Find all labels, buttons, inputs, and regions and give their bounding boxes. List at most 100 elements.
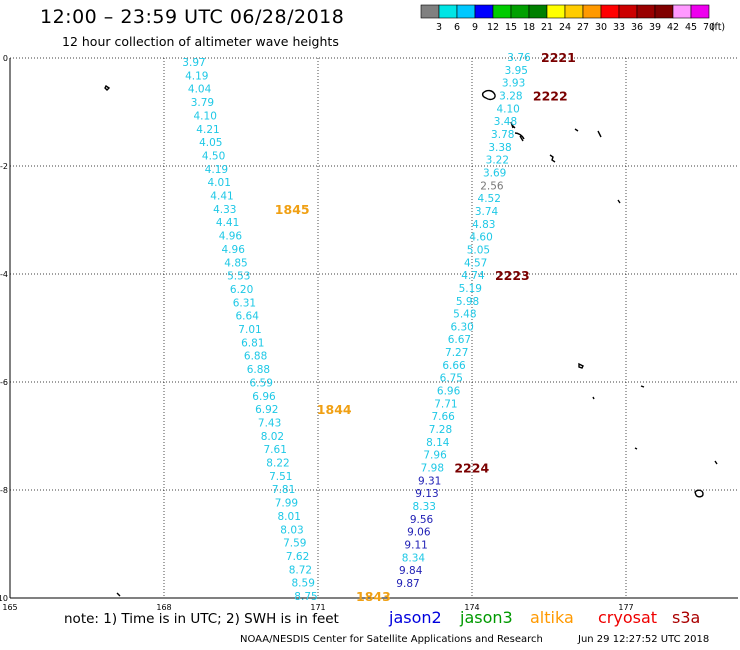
swh-observation: 7.96 [423,450,447,462]
swh-observation: 5.98 [456,296,479,308]
footer-credit: NOAA/NESDIS Center for Satellite Applica… [240,634,543,645]
legend-tick-label: 12 [487,22,499,33]
swh-observation: 8.03 [280,524,303,536]
pass-time-label: 2223 [495,268,530,283]
island-outline [549,154,556,163]
lat-label: -8 [0,486,8,495]
altimeter-tracks: 3.974.194.043.794.104.214.054.504.194.01… [182,50,575,604]
pass-time-label: 2224 [454,461,489,476]
page-title: 12:00 – 23:59 UTC 06/28/2018 [40,6,345,28]
swh-observation: 4.57 [464,257,487,269]
swh-observation: 8.33 [413,501,436,513]
swh-observation: 7.99 [275,498,298,510]
legend-tick-label: 33 [613,22,625,33]
legend-satellite-cryosat: cryosat [598,608,658,627]
swh-observation: 6.67 [448,334,471,346]
swh-observation: 6.88 [244,351,267,363]
pass-time-label: 2221 [541,50,576,65]
legend-tick-label: 42 [667,22,679,33]
swh-observation: 3.93 [502,78,525,90]
swh-observation: 4.74 [461,270,485,282]
island-outline [617,199,621,204]
swh-observation: 3.76 [507,52,531,64]
island-outline [104,84,111,91]
swh-observation: 6.20 [230,284,253,296]
pass-time-label: 1844 [317,402,352,417]
swh-observation: 4.41 [216,217,239,229]
color-legend: 3 6 9 12 15 18 21 24 27 30 33 36 39 42 45 70(ft) [420,4,725,33]
swh-observation: 9.87 [396,578,419,590]
island-outline [481,89,496,101]
lon-label: 165 [2,603,17,612]
swh-observation: 8.75 [294,591,317,603]
legend-satellite-s3a: s3a [672,608,701,627]
swh-observation: 4.04 [188,84,212,96]
swh-observation: 6.96 [252,391,276,403]
swh-observation: 9.11 [404,540,427,552]
swh-observation: 6.81 [241,337,264,349]
legend-tick-label: 18 [523,22,535,33]
swh-observation: 9.31 [418,475,441,487]
lon-label: 174 [464,603,479,612]
island-outline [578,362,584,369]
island-outline [714,460,718,465]
swh-observation: 8.34 [402,552,426,564]
island-outline [634,447,638,450]
swh-observation: 7.27 [445,347,468,359]
swh-observation: 4.21 [196,124,219,136]
island-outlines [104,84,718,597]
swh-observation: 7.59 [283,538,306,550]
lat-label: -2 [0,162,8,171]
swh-observation: 7.61 [264,444,287,456]
pass-time-label: 1845 [275,202,310,217]
swh-observation: 4.50 [202,150,225,162]
swh-observation: 2.56 [480,180,504,192]
swh-observation: 4.83 [472,219,495,231]
swh-observation: 9.56 [410,514,434,526]
legend-tick-label: 39 [649,22,661,33]
swh-observation: 4.96 [222,244,246,256]
legend-tick-label: 9 [472,22,478,33]
legend-unit: (ft) [711,22,725,33]
swh-observation: 3.48 [494,116,517,128]
lat-label: -6 [0,378,8,387]
swh-observation: 7.66 [431,411,455,423]
swh-observation: 6.31 [233,297,256,309]
footer-timestamp: Jun 29 12:27:52 UTC 2018 [578,634,710,645]
swh-observation: 6.88 [247,364,270,376]
swh-observation: 3.79 [191,97,214,109]
lat-label: 0 [3,54,8,63]
swh-observation: 3.22 [486,155,509,167]
pass-time-label: 2222 [533,88,568,103]
swh-observation: 9.13 [415,488,438,500]
lon-label: 177 [618,603,633,612]
swh-observation: 8.59 [292,578,315,590]
swh-observation: 8.14 [426,437,450,449]
swh-observation: 3.78 [491,129,514,141]
island-outline [510,121,516,129]
lat-label: -4 [0,270,8,279]
legend-tick-label: 21 [541,22,553,33]
swh-observation: 6.96 [437,386,461,398]
swh-observation: 8.72 [289,564,312,576]
swh-observation: 3.38 [488,142,511,154]
swh-observation: 7.43 [258,417,281,429]
legend-satellite-jason3: jason3 [460,608,513,627]
swh-observation: 7.71 [434,398,457,410]
legend-tick-label: 24 [559,22,571,33]
swh-observation: 5.48 [453,309,476,321]
lon-label: 168 [156,603,171,612]
swh-observation: 6.64 [236,311,260,323]
swh-observation: 7.81 [272,484,295,496]
swh-observation: 5.53 [227,271,250,283]
swh-observation: 6.75 [440,373,463,385]
swh-observation: 7.51 [269,471,292,483]
swh-observation: 6.59 [250,377,273,389]
island-outline [514,132,525,142]
legend-satellite-jason2: jason2 [389,608,442,627]
swh-observation: 8.01 [278,511,301,523]
legend-tick-label: 70 [703,22,715,33]
swh-observation: 7.62 [286,551,309,563]
